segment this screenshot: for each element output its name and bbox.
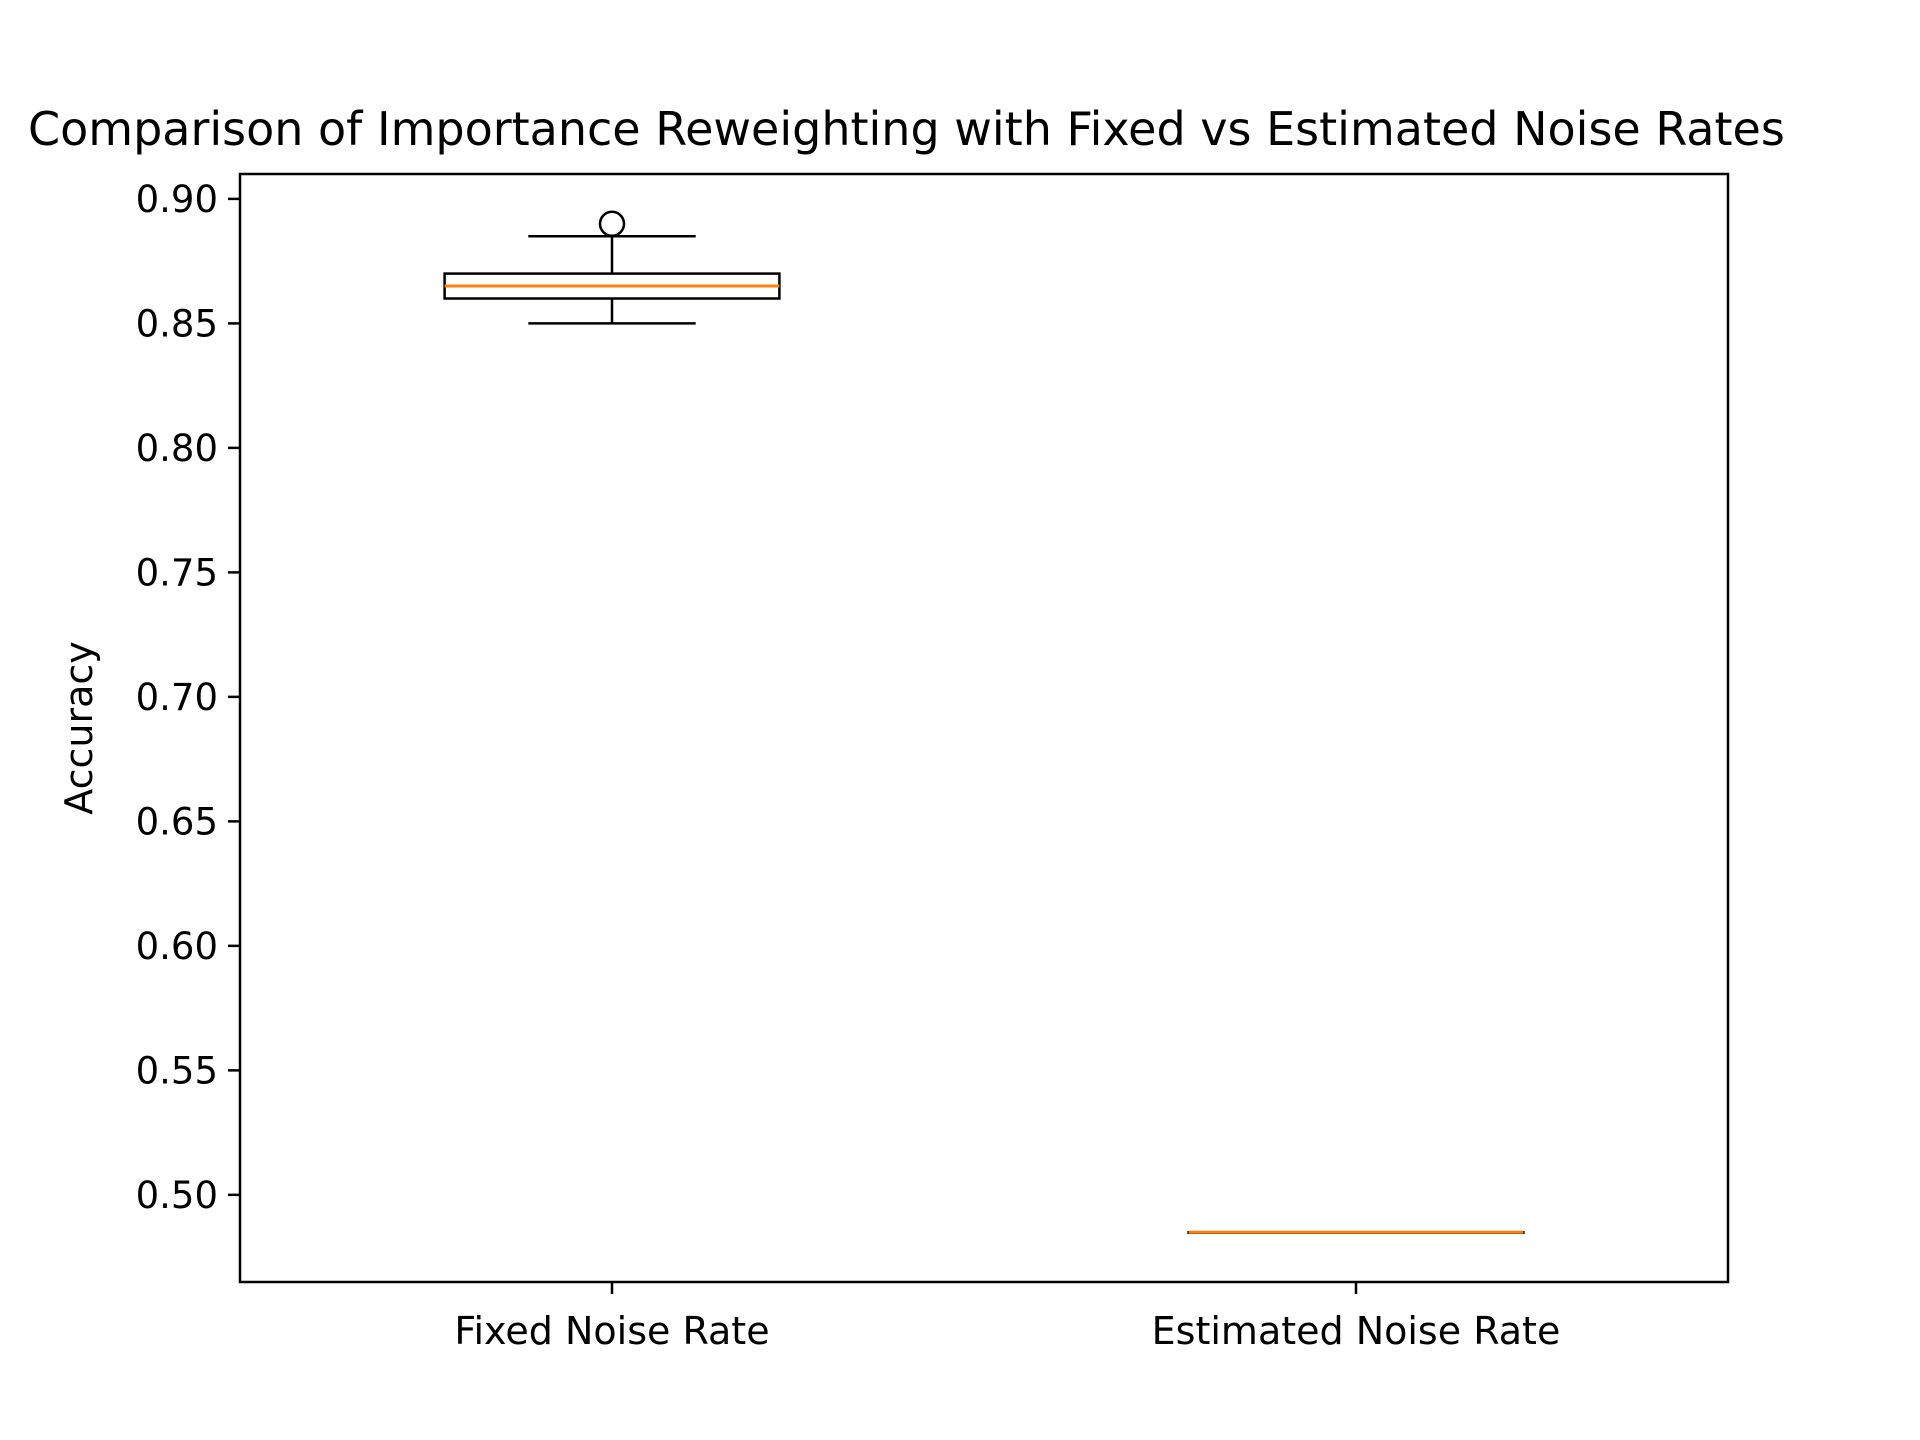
box-group <box>443 210 781 325</box>
x-axis-ticks: Fixed Noise Rate Estimated Noise Rate <box>454 1282 1560 1353</box>
y-axis-label: Accuracy <box>57 641 101 815</box>
box-series <box>443 210 1525 1234</box>
y-tick-label: 0.55 <box>136 1049 218 1092</box>
box-group <box>1187 1230 1525 1234</box>
y-tick-label: 0.90 <box>136 178 218 221</box>
y-axis-ticks: 0.50 0.55 0.60 0.65 0.70 0.75 0.80 0.85 0.90 <box>136 178 240 1217</box>
x-tick-label: Estimated Noise Rate <box>1152 1309 1561 1353</box>
chart-title: Comparison of Importance Reweighting wit… <box>28 102 1785 156</box>
outlier-point <box>598 210 626 238</box>
y-tick-label: 0.70 <box>136 676 218 719</box>
y-tick-label: 0.65 <box>136 800 218 843</box>
plot-frame <box>238 172 1730 1284</box>
x-tick-label: Fixed Noise Rate <box>454 1309 769 1353</box>
y-tick-label: 0.50 <box>136 1174 218 1217</box>
y-tick-label: 0.75 <box>136 551 218 594</box>
y-tick-label: 0.60 <box>136 925 218 968</box>
y-tick-label: 0.85 <box>136 302 218 345</box>
y-tick-label: 0.80 <box>136 427 218 470</box>
